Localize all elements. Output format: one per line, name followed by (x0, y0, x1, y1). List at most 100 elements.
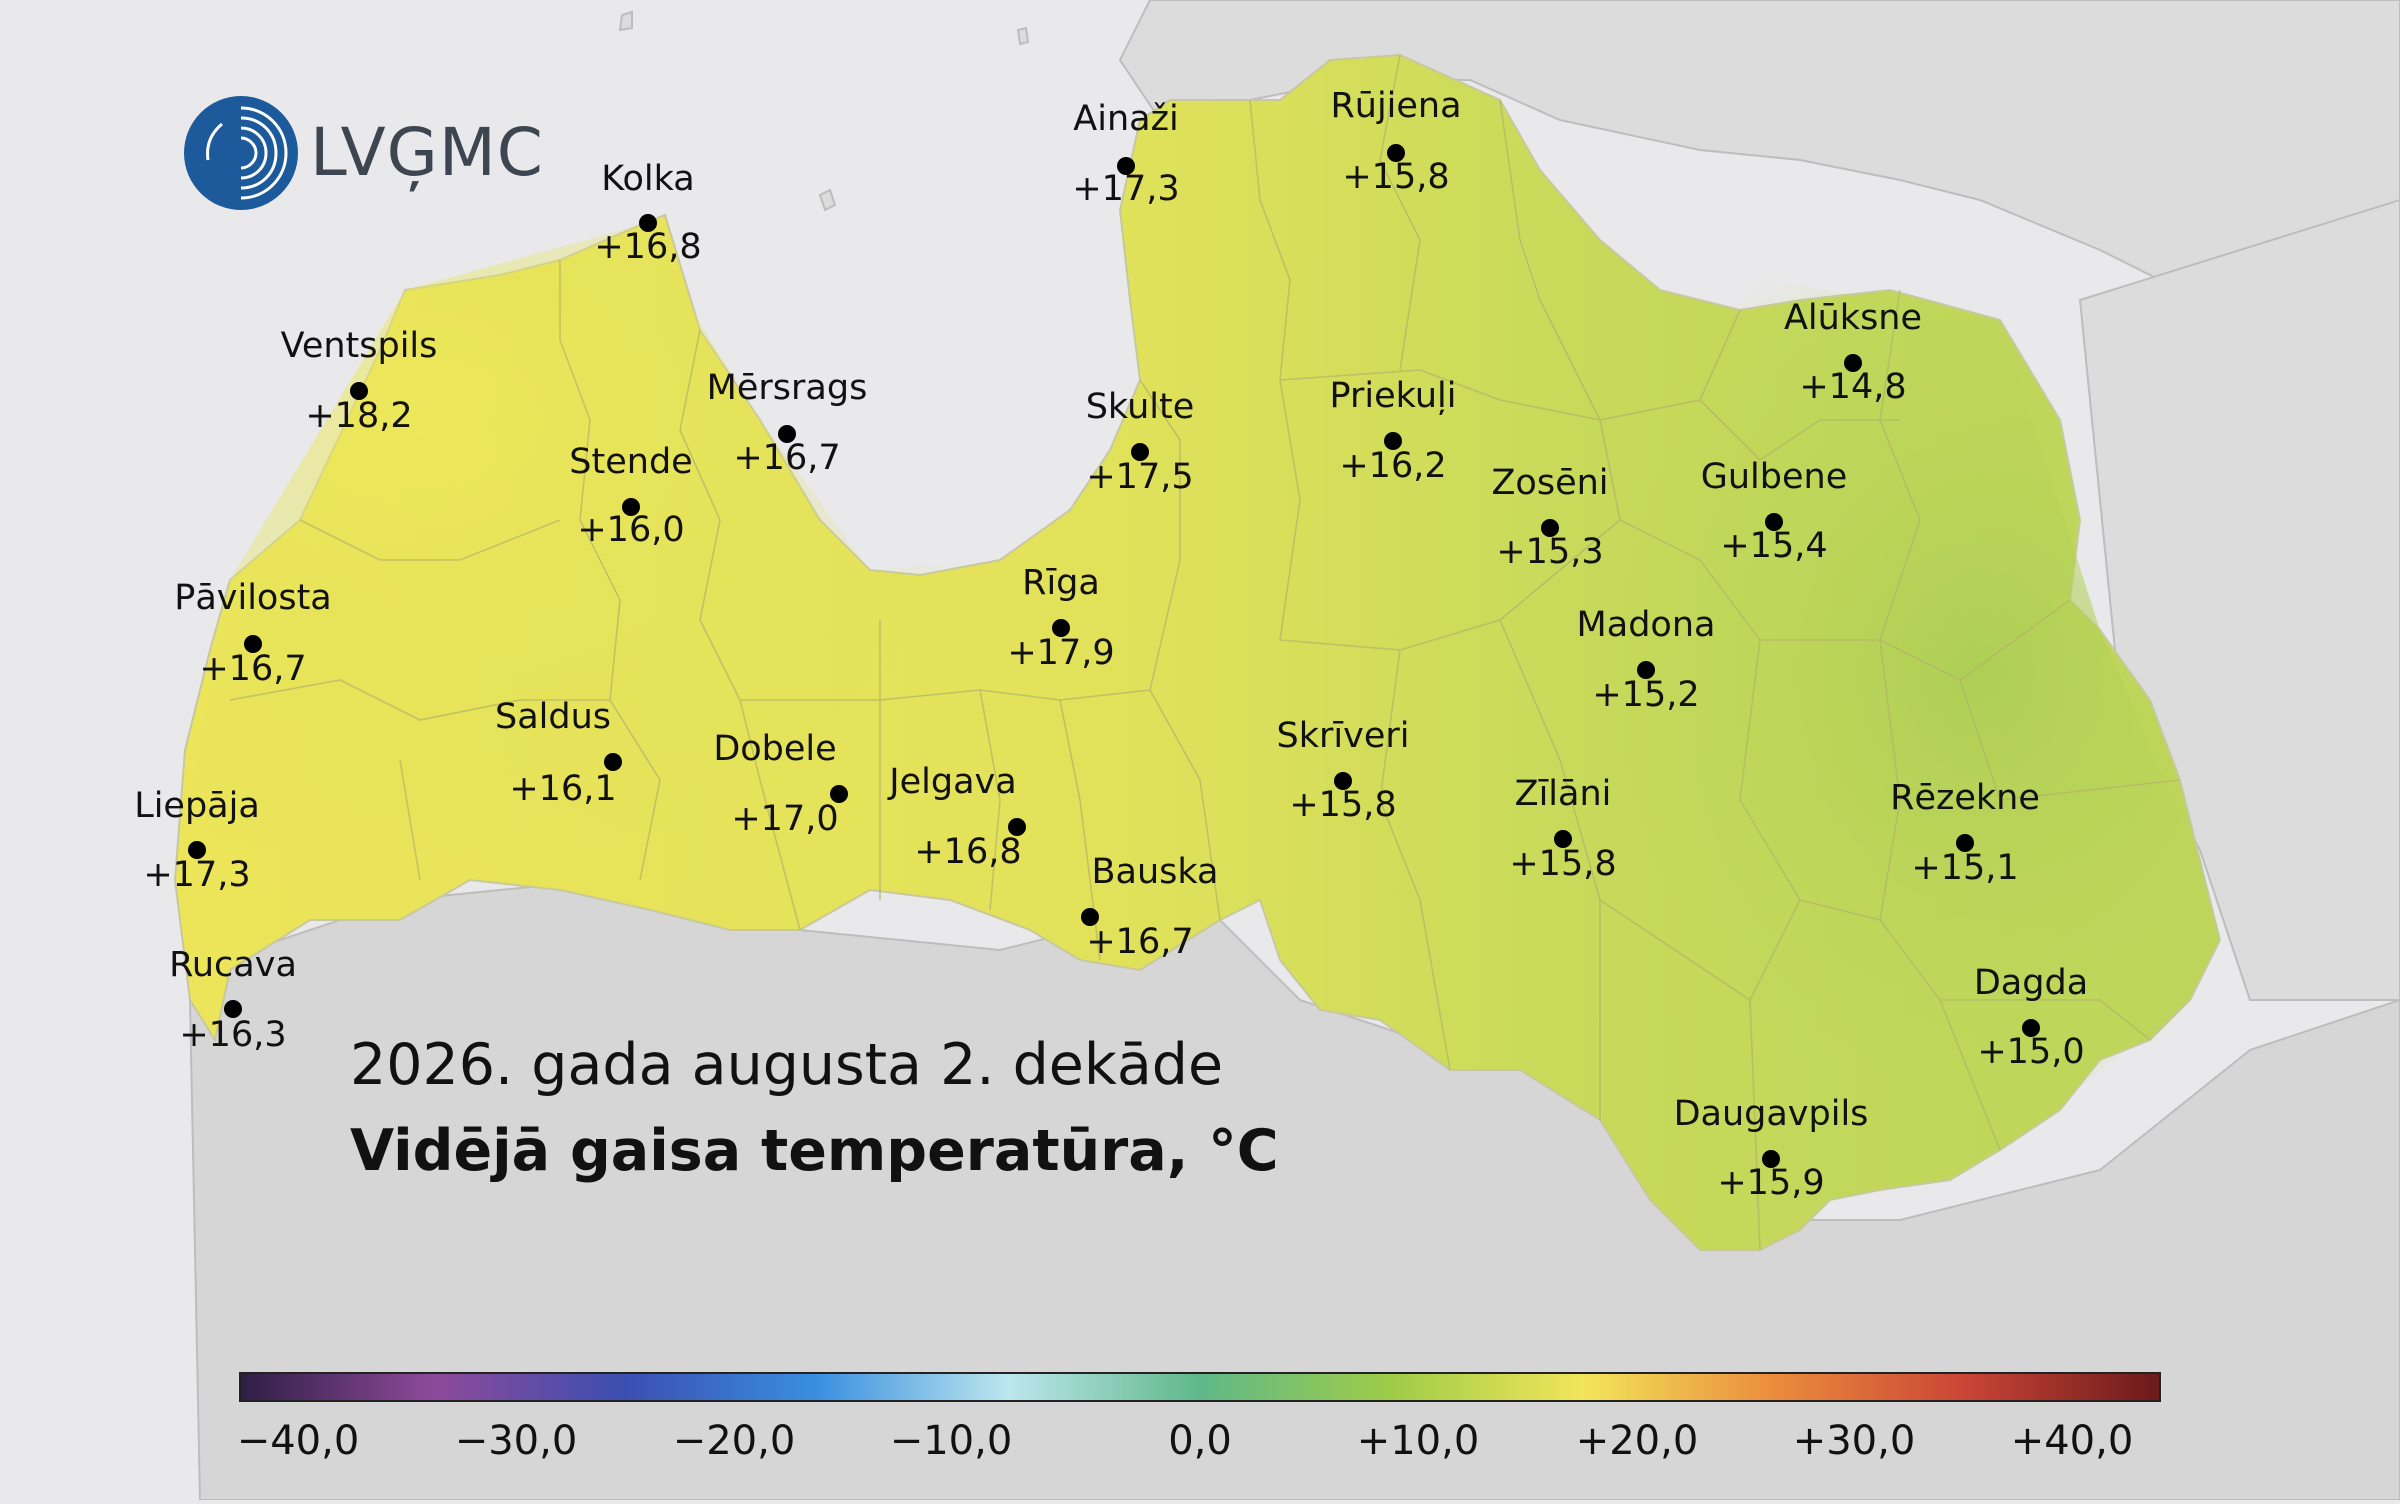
station-madona: Madona +15,2 (1577, 605, 1716, 715)
station-value: +17,3 (1072, 169, 1179, 209)
station-marker (1081, 908, 1099, 926)
station-marker (350, 382, 368, 400)
station-name: Rucava (169, 945, 297, 985)
station-name: Pāvilosta (174, 578, 332, 618)
station-marker (2022, 1019, 2040, 1037)
station-name: Daugavpils (1674, 1094, 1869, 1134)
legend-tick-label: +10,0 (1356, 1418, 1480, 1464)
station-name: Jelgava (887, 762, 1016, 802)
station-skriveri: Skrīveri +15,8 (1277, 716, 1410, 825)
station-name: Bauska (1092, 852, 1219, 892)
station-name: Rūjiena (1330, 86, 1461, 126)
island (1016, 26, 1030, 46)
station-value: +15,8 (1509, 844, 1616, 884)
station-name: Zīlāni (1515, 774, 1612, 814)
logo: LVĢMC (182, 94, 562, 214)
station-name: Ainaži (1073, 99, 1178, 139)
station-value: +15,8 (1289, 785, 1396, 825)
station-value: +17,0 (731, 799, 838, 839)
legend-tick-label: −10,0 (889, 1418, 1013, 1464)
logo-text: LVĢMC (310, 114, 544, 191)
station-marker (1844, 354, 1862, 372)
station-ventspils: Ventspils +18,2 (281, 326, 438, 436)
map-title: Vidējā gaisa temperatūra, °C (350, 1118, 1279, 1184)
station-name: Rēzekne (1890, 778, 2040, 818)
station-stende: Stende +16,0 (569, 442, 692, 550)
station-value: +16,8 (594, 227, 701, 267)
district-boundaries (229, 54, 2181, 1251)
station-value: +15,0 (1977, 1032, 2084, 1072)
station-value: +17,3 (143, 855, 250, 895)
station-value: +16,7 (199, 649, 306, 689)
latvia-shade-west (175, 55, 1400, 970)
legend-tick-label: 0,0 (1168, 1418, 1232, 1464)
station-gulbene: Gulbene +15,4 (1701, 457, 1848, 566)
station-name: Zosēni (1491, 463, 1608, 503)
legend-tick-label: +30,0 (1792, 1418, 1916, 1464)
station-marker (1956, 834, 1974, 852)
station-name: Saldus (495, 697, 611, 737)
station-name: Skrīveri (1277, 716, 1410, 756)
station-name: Gulbene (1701, 457, 1848, 497)
station-marker (1765, 513, 1783, 531)
station-marker (1762, 1150, 1780, 1168)
station-rujiena: Rūjiena +15,8 (1330, 86, 1461, 197)
station-marker (188, 841, 206, 859)
station-daugavpils: Daugavpils +15,9 (1674, 1094, 1869, 1203)
station-rucava: Rucava +16,3 (169, 945, 297, 1055)
station-name: Madona (1577, 605, 1716, 645)
station-name: Dobele (713, 729, 836, 769)
station-name: Priekuļi (1330, 376, 1457, 416)
station-value: +16,2 (1339, 446, 1446, 486)
station-priekuli: Priekuļi +16,2 (1330, 376, 1457, 486)
station-value: +16,1 (509, 769, 616, 809)
station-value: +15,3 (1496, 532, 1603, 572)
logo-emblem-icon (184, 96, 298, 210)
station-value: +15,8 (1342, 157, 1449, 197)
station-dagda: Dagda +15,0 (1974, 963, 2088, 1072)
legend-colorbar (239, 1372, 2161, 1402)
station-saldus: Saldus +16,1 (495, 697, 622, 809)
station-marker (224, 1000, 242, 1018)
station-value: +15,1 (1911, 848, 2018, 888)
island (618, 10, 633, 32)
station-riga: Rīga +17,9 (1007, 563, 1114, 673)
map-subtitle: 2026. gada augusta 2. dekāde (350, 1032, 1224, 1098)
station-marker (1008, 818, 1026, 836)
station-pavilosta: Pāvilosta +16,7 (174, 578, 332, 689)
legend-tick-label: −20,0 (672, 1418, 796, 1464)
station-marker (778, 425, 796, 443)
station-name: Alūksne (1784, 298, 1922, 338)
station-mersrags: Mērsrags +16,7 (707, 368, 868, 478)
station-marker (1384, 432, 1402, 450)
station-bauska: Bauska +16,7 (1081, 852, 1218, 962)
station-marker (1131, 443, 1149, 461)
station-name: Liepāja (134, 786, 260, 826)
station-marker (604, 753, 622, 771)
station-dobele: Dobele +17,0 (713, 729, 848, 839)
station-skulte: Skulte +17,5 (1086, 387, 1195, 497)
station-kolka: Kolka +16,8 (594, 159, 701, 267)
station-rezekne: Rēzekne +15,1 (1890, 778, 2040, 888)
legend-tick-label: +40,0 (2010, 1418, 2134, 1464)
station-value: +16,8 (914, 832, 1021, 872)
station-marker (1554, 830, 1572, 848)
station-marker (622, 498, 640, 516)
station-value: +15,2 (1592, 675, 1699, 715)
station-value: +17,5 (1086, 457, 1193, 497)
station-name: Stende (569, 442, 692, 482)
russia-land (2078, 198, 2400, 1001)
station-value: +17,9 (1007, 633, 1114, 673)
station-value: +15,9 (1717, 1163, 1824, 1203)
station-value: +16,3 (179, 1015, 286, 1055)
station-marker (244, 635, 262, 653)
legend-tick-label: −40,0 (236, 1418, 360, 1464)
station-value: +18,2 (305, 396, 412, 436)
island (818, 188, 837, 212)
station-marker (1334, 772, 1352, 790)
legend-tick-label: +20,0 (1575, 1418, 1699, 1464)
station-name: Ventspils (281, 326, 438, 366)
station-name: Kolka (601, 159, 694, 199)
station-marker (1637, 661, 1655, 679)
